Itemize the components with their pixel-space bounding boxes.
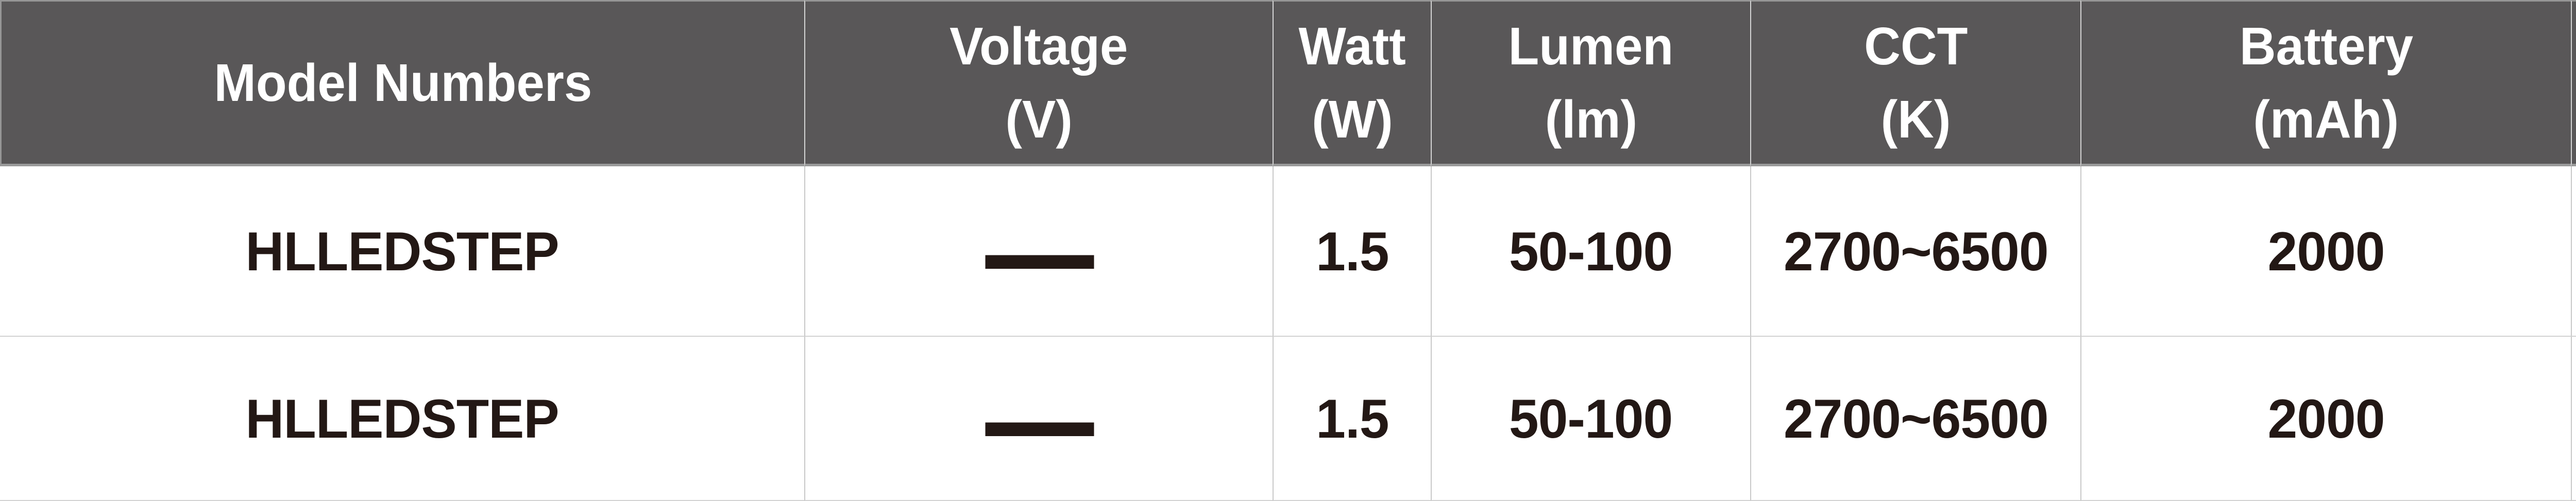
column-header-unit: (V) [1005,89,1073,149]
voltage-dash: —— [985,174,1094,329]
model-value: HLLEDSTEP [245,387,559,450]
column-header-lumen: Lumen (lm) [1431,0,1750,166]
lumen-cell: 50-100 [1431,166,1750,337]
battery-cell: 2000 [2080,166,2571,337]
cct-value: 2700~6500 [1783,387,2049,450]
column-header-unit: (lm) [1545,89,1637,149]
voltage-dash: —— [985,341,1094,496]
cct-cell: 2700~6500 [1750,166,2080,337]
model-cell: HLLEDSTEP [0,166,804,337]
lumen-value: 50-100 [1509,220,1673,282]
column-header-model-numbers: Model Numbers [0,0,804,166]
column-header-label: Voltage [950,16,1128,76]
column-header-unit: (W) [1311,89,1393,149]
battery-value: 2000 [2267,220,2385,282]
voltage-cell: —— [804,337,1273,501]
column-header-battery: Battery (mAh) [2080,0,2571,166]
model-cell: HLLEDSTEP [0,337,804,501]
watt-value: 1.5 [1315,220,1389,282]
column-header-label: CCT [1863,16,1968,76]
column-header-watt: Watt (W) [1273,0,1431,166]
lumen-cell: 50-100 [1431,337,1750,501]
column-header-size: Size (mm) [2571,0,2576,166]
model-value: HLLEDSTEP [245,220,559,282]
column-header-voltage: Voltage (V) [804,0,1273,166]
column-header-unit: (mAh) [2253,89,2399,149]
cct-cell: 2700~6500 [1750,337,2080,501]
watt-cell: 1.5 [1273,166,1431,337]
battery-value: 2000 [2267,387,2385,450]
column-header-label: Battery [2239,16,2413,76]
cct-value: 2700~6500 [1783,220,2049,282]
lumen-value: 50-100 [1509,387,1673,450]
size-cell: 250*43*42 [2571,337,2576,501]
watt-cell: 1.5 [1273,337,1431,501]
column-header-cct: CCT (K) [1750,0,2080,166]
size-cell: 250*43*42 [2571,166,2576,337]
watt-value: 1.5 [1315,387,1389,450]
column-header-label: Model Numbers [214,53,592,112]
column-header-label: Watt [1298,16,1406,76]
voltage-cell: —— [804,166,1273,337]
column-header-label: Lumen [1508,16,1674,76]
column-header-unit: (K) [1880,89,1951,149]
battery-cell: 2000 [2080,337,2571,501]
